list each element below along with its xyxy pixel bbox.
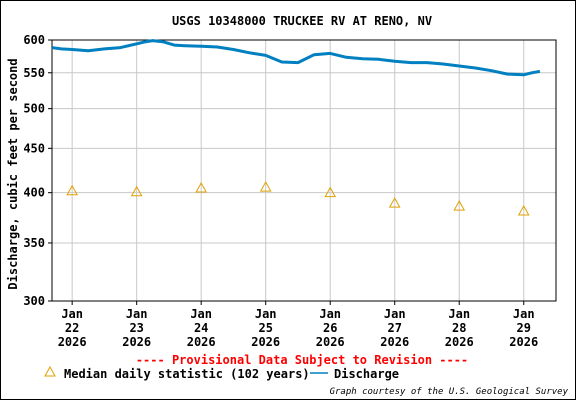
y-tick-label: 400 xyxy=(23,186,45,200)
legend-median-label: Median daily statistic (102 years) xyxy=(64,367,310,381)
x-tick-label-year: 2026 xyxy=(445,335,474,349)
x-tick-label-date: 27 xyxy=(387,321,401,335)
x-tick-label-year: 2026 xyxy=(187,335,216,349)
y-tick-label: 500 xyxy=(23,102,45,116)
x-tick-label-year: 2026 xyxy=(380,335,409,349)
y-tick-label: 600 xyxy=(23,33,45,47)
y-axis-label: Discharge, cubic feet per second xyxy=(6,58,20,289)
y-tick-label: 450 xyxy=(23,141,45,155)
median-marker xyxy=(259,181,272,192)
x-tick-label-year: 2026 xyxy=(58,335,87,349)
legend: Median daily statistic (102 years) Disch… xyxy=(44,365,399,381)
x-tick-label-date: 25 xyxy=(258,321,272,335)
median-marker xyxy=(66,184,79,196)
x-tick-label-day: Jan xyxy=(190,307,212,321)
x-tick-label-year: 2026 xyxy=(509,335,538,349)
chart-title: USGS 10348000 TRUCKEE RV AT RENO, NV xyxy=(172,14,432,28)
x-axis-ticks: Jan222026Jan232026Jan242026Jan252026Jan2… xyxy=(58,301,538,349)
x-tick-label-day: Jan xyxy=(61,307,83,321)
legend-median-marker xyxy=(44,365,56,377)
median-marker xyxy=(130,185,143,197)
credit-text: Graph courtesy of the U.S. Geological Su… xyxy=(330,387,569,397)
grid-lines xyxy=(52,39,556,302)
median-marker xyxy=(324,186,337,198)
provisional-notice: ---- Provisional Data Subject to Revisio… xyxy=(136,353,468,367)
discharge-line xyxy=(51,39,541,77)
x-tick-label-year: 2026 xyxy=(122,335,151,349)
y-axis-ticks: 300 350 400 450 500 550 600 xyxy=(23,33,52,308)
y-tick-label: 300 xyxy=(23,294,45,308)
x-tick-label-date: 23 xyxy=(129,321,143,335)
series-layer xyxy=(51,39,541,216)
median-marker xyxy=(453,200,466,211)
x-tick-label-date: 28 xyxy=(452,321,466,335)
x-tick-label-day: Jan xyxy=(319,307,341,321)
x-tick-label-date: 26 xyxy=(323,321,337,335)
x-tick-label-date: 29 xyxy=(517,321,531,335)
x-tick-label-day: Jan xyxy=(513,307,535,321)
y-tick-label: 350 xyxy=(23,236,45,250)
plot-area-border xyxy=(51,39,557,302)
x-tick-label-day: Jan xyxy=(255,307,277,321)
median-marker xyxy=(195,181,208,193)
median-marker xyxy=(388,197,401,208)
x-tick-label-year: 2026 xyxy=(316,335,345,349)
x-tick-label-year: 2026 xyxy=(251,335,280,349)
y-tick-label: 550 xyxy=(23,66,45,80)
x-tick-label-day: Jan xyxy=(126,307,148,321)
x-tick-label-date: 22 xyxy=(65,321,79,335)
x-tick-label-day: Jan xyxy=(384,307,406,321)
median-marker xyxy=(517,204,530,216)
x-tick-label-day: Jan xyxy=(448,307,470,321)
x-tick-label-date: 24 xyxy=(194,321,208,335)
legend-discharge-label: Discharge xyxy=(334,367,399,381)
